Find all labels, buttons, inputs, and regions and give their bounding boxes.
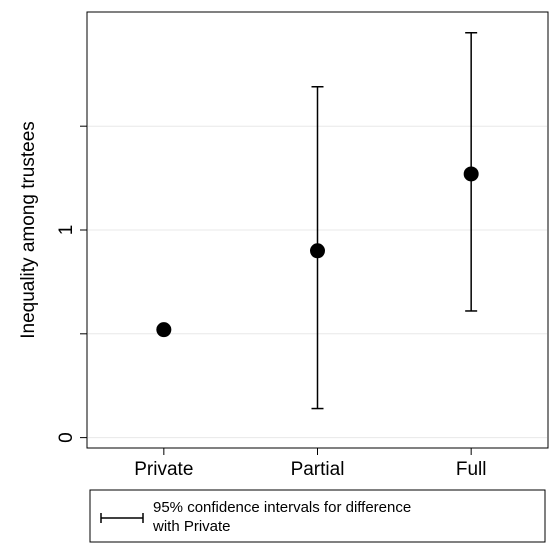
y-tick-label: 1	[56, 225, 77, 236]
y-axis-label: Inequality among trustees	[18, 121, 39, 339]
legend-box	[89, 489, 546, 543]
x-tick-label: Full	[456, 459, 487, 480]
y-tick-label: 0	[56, 432, 77, 443]
data-point	[463, 166, 479, 182]
x-tick-label: Partial	[291, 459, 345, 480]
legend-label-line2: with Private	[152, 518, 231, 535]
chart-marks	[156, 32, 479, 410]
legend: 95% confidence intervals for difference …	[89, 489, 546, 543]
data-point	[156, 322, 172, 338]
x-tick-label: Private	[134, 459, 193, 480]
y-axis-ticks: 01	[56, 125, 87, 443]
legend-label-line1: 95% confidence intervals for difference	[153, 499, 411, 516]
data-point	[310, 243, 325, 259]
x-axis-ticks: Private Partial Full	[134, 448, 486, 480]
